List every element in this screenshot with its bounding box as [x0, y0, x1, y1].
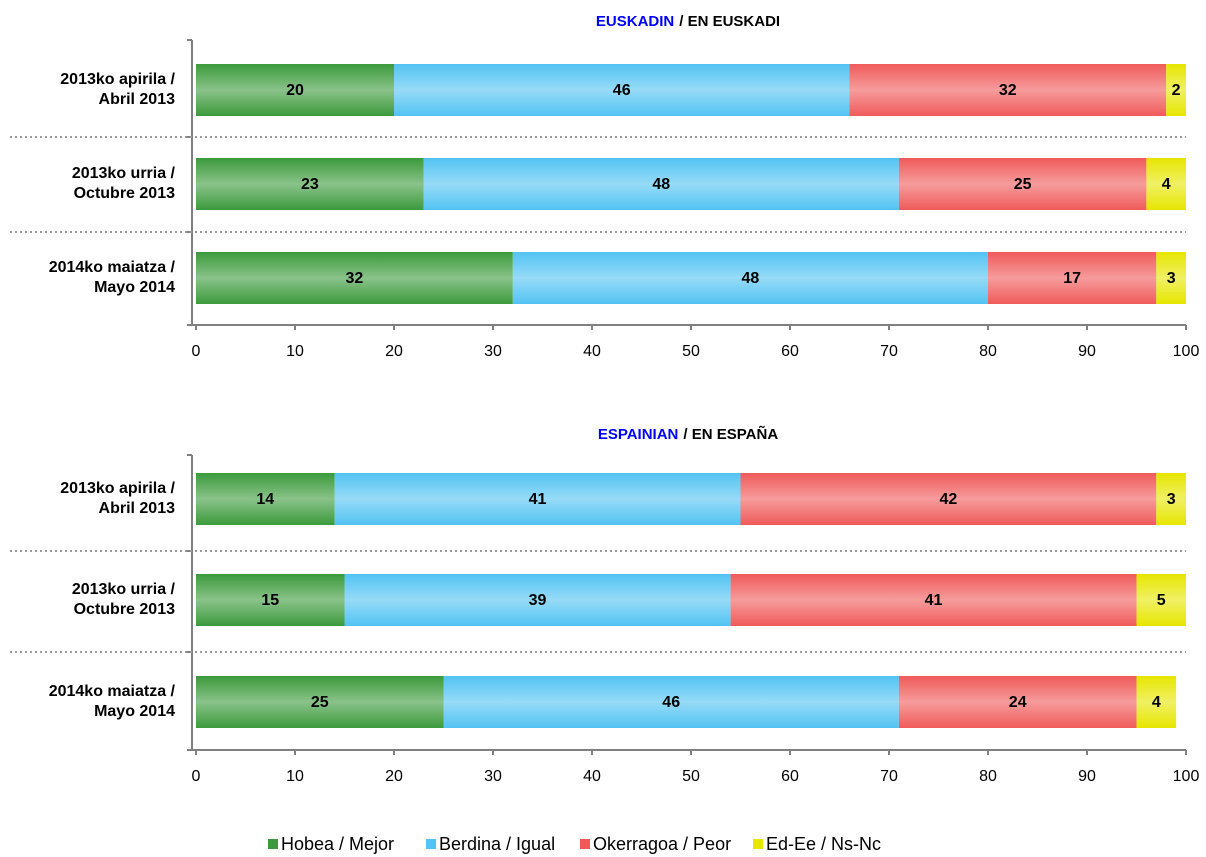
- category-label: Octubre 2013: [74, 185, 175, 202]
- bar-shine: [423, 158, 899, 210]
- data-label: 48: [652, 176, 670, 193]
- category-label: Abril 2013: [99, 91, 176, 108]
- category-label: Abril 2013: [99, 500, 176, 517]
- x-tick-label: 10: [286, 768, 304, 785]
- data-label: 41: [529, 491, 547, 508]
- x-tick-label: 50: [682, 343, 700, 360]
- category-label: 2014ko maiatza /: [49, 683, 176, 700]
- bar-shine: [196, 64, 394, 116]
- legend-swatch: [753, 839, 763, 849]
- data-label: 3: [1167, 270, 1176, 287]
- category-label: 2013ko apirila /: [60, 480, 175, 497]
- legend-label: Ed-Ee / Ns-Nc: [766, 834, 881, 854]
- bar-shine: [1156, 252, 1186, 304]
- title-part: / EN ESPAÑA: [683, 425, 778, 443]
- data-label: 5: [1157, 592, 1166, 609]
- bar-shine: [196, 252, 513, 304]
- data-label: 15: [261, 592, 279, 609]
- bar-shine: [849, 64, 1167, 116]
- x-tick-label: 30: [484, 768, 502, 785]
- data-label: 46: [662, 694, 680, 711]
- x-tick-label: 80: [979, 343, 997, 360]
- x-tick-label: 80: [979, 768, 997, 785]
- x-tick-label: 60: [781, 343, 799, 360]
- chart-title: EUSKADIN / EN EUSKADI: [596, 13, 780, 30]
- category-label: Mayo 2014: [94, 703, 175, 720]
- category-label: 2013ko urria /: [72, 581, 176, 598]
- x-tick-label: 20: [385, 768, 403, 785]
- category-label: Octubre 2013: [74, 601, 175, 618]
- category-label: 2013ko urria /: [72, 165, 176, 182]
- bar-shine: [196, 574, 345, 626]
- bar-shine: [196, 676, 444, 728]
- x-tick-label: 40: [583, 343, 601, 360]
- x-tick-label: 70: [880, 343, 898, 360]
- bar-shine: [1146, 158, 1186, 210]
- x-tick-label: 40: [583, 768, 601, 785]
- data-label: 17: [1063, 270, 1081, 287]
- legend-label: Okerragoa / Peor: [593, 834, 731, 854]
- x-tick-label: 30: [484, 343, 502, 360]
- x-tick-label: 90: [1078, 768, 1096, 785]
- title-part: EUSKADIN: [596, 13, 674, 30]
- x-tick-label: 100: [1173, 768, 1200, 785]
- category-label: 2014ko maiatza /: [49, 259, 176, 276]
- data-label: 25: [1014, 176, 1032, 193]
- data-label: 48: [742, 270, 760, 287]
- bar-shine: [1156, 473, 1186, 525]
- x-tick-label: 90: [1078, 343, 1096, 360]
- x-tick-label: 60: [781, 768, 799, 785]
- data-label: 2: [1172, 82, 1181, 99]
- x-tick-label: 70: [880, 768, 898, 785]
- data-label: 25: [311, 694, 329, 711]
- bar-shine: [334, 473, 741, 525]
- bar-shine: [196, 158, 424, 210]
- bar-shine: [443, 676, 899, 728]
- data-label: 14: [256, 491, 274, 508]
- category-label: 2013ko apirila /: [60, 71, 175, 88]
- category-label: Mayo 2014: [94, 279, 175, 296]
- bar-shine: [512, 252, 988, 304]
- x-tick-label: 0: [192, 343, 201, 360]
- bar-shine: [898, 676, 1137, 728]
- bar-shine: [344, 574, 731, 626]
- data-label: 20: [286, 82, 304, 99]
- data-label: 32: [346, 270, 364, 287]
- x-tick-label: 20: [385, 343, 403, 360]
- title-part: ESPAINIAN: [598, 426, 679, 443]
- data-label: 42: [940, 491, 958, 508]
- data-label: 3: [1167, 491, 1176, 508]
- x-tick-label: 100: [1173, 343, 1200, 360]
- data-label: 32: [999, 82, 1017, 99]
- data-label: 39: [529, 592, 547, 609]
- bar-shine: [988, 252, 1157, 304]
- bar-shine: [1166, 64, 1186, 116]
- bar-shine: [1136, 676, 1177, 728]
- chart-title: ESPAINIAN / EN ESPAÑA: [598, 425, 778, 443]
- legend-label: Hobea / Mejor: [281, 834, 394, 854]
- x-tick-label: 10: [286, 343, 304, 360]
- data-label: 41: [925, 592, 943, 609]
- data-label: 4: [1162, 176, 1171, 193]
- legend-swatch: [580, 839, 590, 849]
- title-part: / EN EUSKADI: [679, 13, 780, 30]
- bar-shine: [740, 473, 1157, 525]
- data-label: 46: [613, 82, 631, 99]
- legend-label: Berdina / Igual: [439, 834, 555, 854]
- bar-shine: [394, 64, 850, 116]
- data-label: 4: [1152, 694, 1161, 711]
- data-label: 23: [301, 176, 319, 193]
- data-label: 24: [1009, 694, 1027, 711]
- x-tick-label: 50: [682, 768, 700, 785]
- legend-swatch: [268, 839, 278, 849]
- bar-shine: [196, 473, 335, 525]
- bar-shine: [898, 158, 1147, 210]
- bar-shine: [730, 574, 1137, 626]
- x-tick-label: 0: [192, 768, 201, 785]
- legend-swatch: [426, 839, 436, 849]
- bar-shine: [1136, 574, 1186, 626]
